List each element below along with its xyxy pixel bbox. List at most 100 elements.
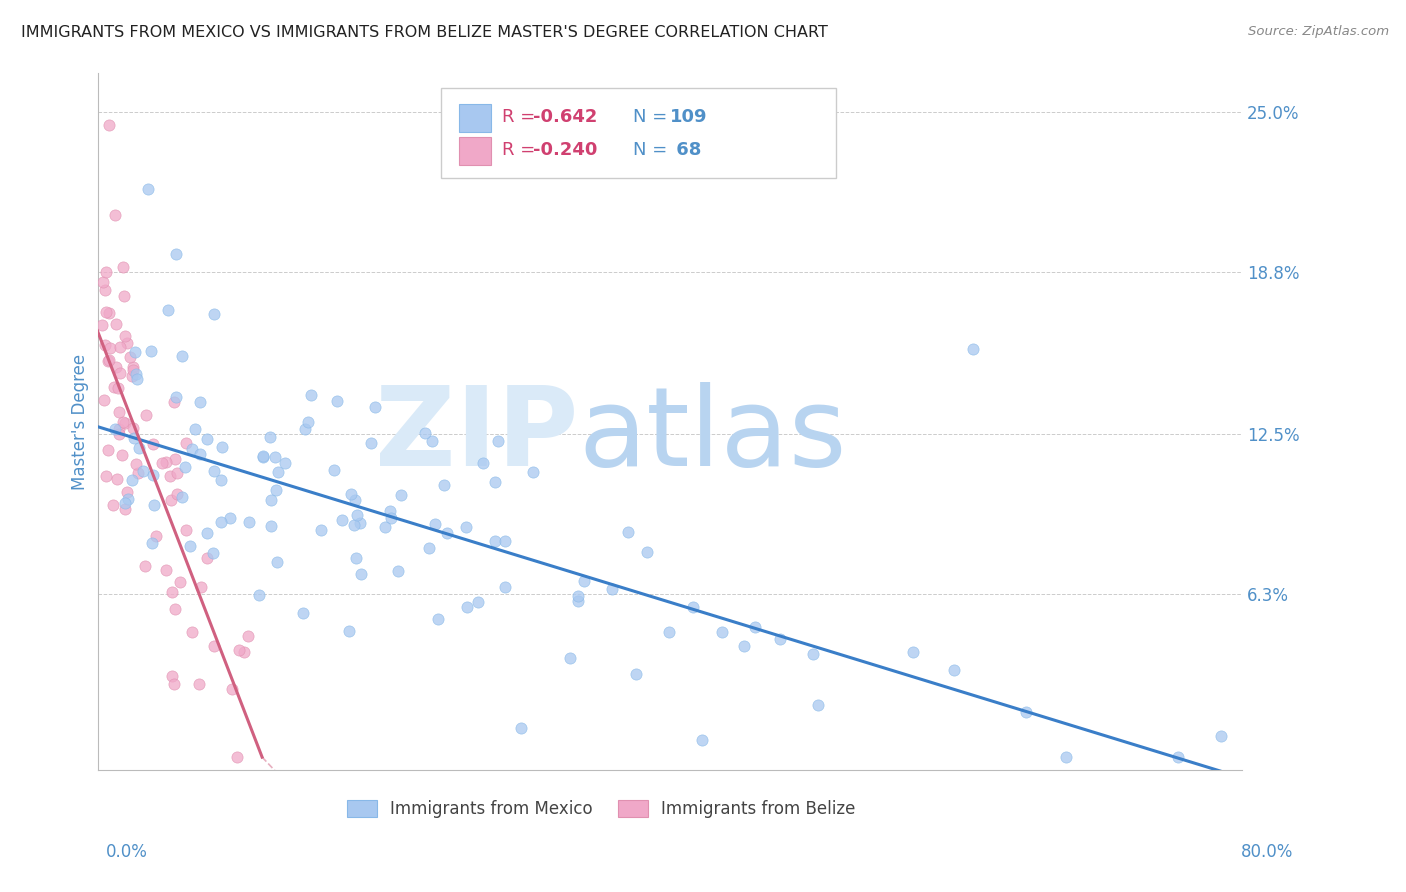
Text: 0.0%: 0.0% — [105, 843, 148, 861]
Point — [360, 436, 382, 450]
Text: 68: 68 — [669, 141, 702, 159]
Point — [1015, 705, 1038, 719]
Point — [260, 492, 283, 507]
Point — [100, 341, 122, 355]
Point — [420, 434, 443, 449]
Point — [560, 651, 582, 665]
Point — [744, 620, 766, 634]
Point — [572, 574, 595, 588]
Point — [427, 611, 450, 625]
Point — [522, 466, 544, 480]
Point — [114, 329, 136, 343]
Point — [942, 663, 965, 677]
Point — [1054, 750, 1077, 764]
Text: N =: N = — [633, 141, 673, 159]
Point — [567, 594, 589, 608]
Point — [121, 421, 143, 435]
Point — [294, 422, 316, 436]
Point — [142, 498, 165, 512]
Point — [962, 342, 984, 356]
Point — [330, 513, 353, 527]
Point — [145, 529, 167, 543]
Text: IMMIGRANTS FROM MEXICO VS IMMIGRANTS FROM BELIZE MASTER'S DEGREE CORRELATION CHA: IMMIGRANTS FROM MEXICO VS IMMIGRANTS FRO… — [21, 25, 828, 40]
Point — [121, 369, 143, 384]
Point — [91, 275, 114, 289]
Point — [155, 563, 177, 577]
Point — [93, 392, 115, 407]
Point — [202, 639, 225, 653]
Point — [264, 450, 287, 464]
Point — [96, 304, 118, 318]
Point — [238, 515, 260, 529]
Point — [159, 492, 181, 507]
Point — [170, 490, 193, 504]
Point — [172, 349, 194, 363]
Point — [247, 588, 270, 602]
Point — [124, 431, 146, 445]
Point — [114, 496, 136, 510]
Point — [260, 519, 283, 533]
Point — [364, 400, 387, 414]
Point — [156, 302, 179, 317]
Point — [616, 524, 638, 539]
Point — [340, 487, 363, 501]
Point — [456, 520, 478, 534]
Point — [467, 595, 489, 609]
Point — [115, 336, 138, 351]
Y-axis label: Master's Degree: Master's Degree — [72, 353, 89, 490]
Text: R =: R = — [502, 108, 540, 126]
Point — [387, 564, 409, 578]
Point — [389, 488, 412, 502]
Point — [112, 289, 135, 303]
Point — [188, 447, 211, 461]
Point — [163, 601, 186, 615]
Text: N =: N = — [633, 108, 673, 126]
Point — [94, 338, 117, 352]
Point — [135, 408, 157, 422]
Point — [124, 344, 146, 359]
Point — [97, 353, 120, 368]
Point — [165, 391, 187, 405]
Point — [323, 463, 346, 477]
Point — [226, 750, 249, 764]
Point — [104, 359, 127, 374]
Point — [165, 246, 187, 260]
Point — [188, 677, 211, 691]
Point — [98, 306, 121, 320]
Point — [160, 668, 183, 682]
Point — [107, 381, 129, 395]
Point — [350, 567, 373, 582]
Point — [600, 582, 623, 597]
Point — [142, 468, 165, 483]
Point — [221, 681, 243, 696]
Point — [232, 645, 254, 659]
Point — [299, 388, 322, 402]
Point — [436, 526, 458, 541]
Point — [344, 492, 367, 507]
Point — [344, 550, 367, 565]
Point — [132, 464, 155, 478]
Point — [807, 698, 830, 712]
Point — [184, 422, 207, 436]
Point — [180, 624, 202, 639]
Point — [108, 340, 131, 354]
Point — [114, 416, 136, 430]
Point — [181, 442, 204, 456]
Point — [111, 415, 134, 429]
Point — [228, 643, 250, 657]
Point — [174, 435, 197, 450]
Point — [115, 485, 138, 500]
Point — [374, 519, 396, 533]
Point — [97, 442, 120, 457]
Point — [472, 456, 495, 470]
Point — [94, 265, 117, 279]
Point — [486, 434, 509, 449]
Point — [274, 457, 297, 471]
Point — [264, 483, 287, 497]
Point — [567, 589, 589, 603]
Point — [104, 317, 127, 331]
Point — [104, 208, 127, 222]
FancyBboxPatch shape — [441, 88, 835, 178]
Point — [134, 559, 156, 574]
Point — [150, 456, 173, 470]
